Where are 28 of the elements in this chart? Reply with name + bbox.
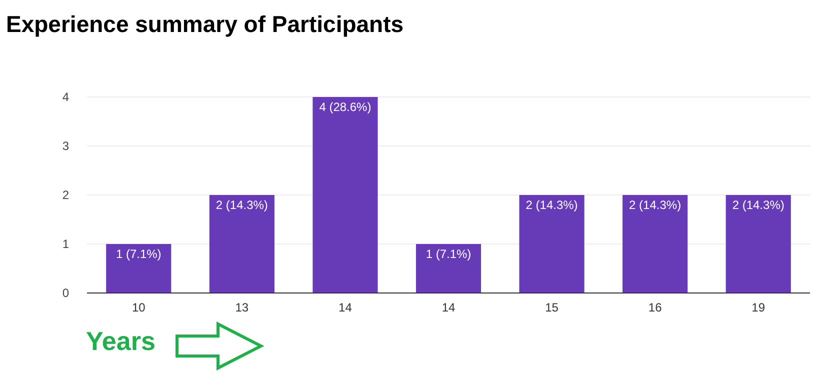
data-label: 4 (28.6%) xyxy=(319,100,372,114)
y-tick-label: 1 xyxy=(62,236,70,251)
data-label: 2 (14.3%) xyxy=(629,198,682,212)
bar xyxy=(622,195,688,293)
x-axis-title: Years xyxy=(86,326,156,356)
data-label: 2 (14.3%) xyxy=(732,198,784,212)
data-label: 2 (14.3%) xyxy=(216,198,268,212)
x-tick-label: 19 xyxy=(752,300,766,315)
data-label: 2 (14.3%) xyxy=(526,198,578,212)
data-label: 1 (7.1%) xyxy=(116,247,162,261)
x-tick-label: 14 xyxy=(442,300,456,315)
x-tick-label: 16 xyxy=(648,300,662,315)
bar xyxy=(106,244,172,293)
y-tick-label: 4 xyxy=(62,90,70,104)
bar xyxy=(312,97,378,293)
x-tick-label: 13 xyxy=(235,300,249,315)
x-tick-label: 15 xyxy=(545,300,559,315)
bar xyxy=(726,195,791,293)
y-tick-label: 0 xyxy=(62,286,70,300)
y-tick-label: 2 xyxy=(62,188,70,202)
data-label: 1 (7.1%) xyxy=(426,247,472,261)
y-tick-label: 3 xyxy=(62,138,70,153)
bar xyxy=(416,244,482,293)
x-tick-label: 14 xyxy=(338,300,352,315)
x-tick-label: 10 xyxy=(132,300,146,315)
bar xyxy=(519,195,584,293)
chart-title: Experience summary of Participants xyxy=(6,11,404,37)
bar xyxy=(209,195,274,293)
